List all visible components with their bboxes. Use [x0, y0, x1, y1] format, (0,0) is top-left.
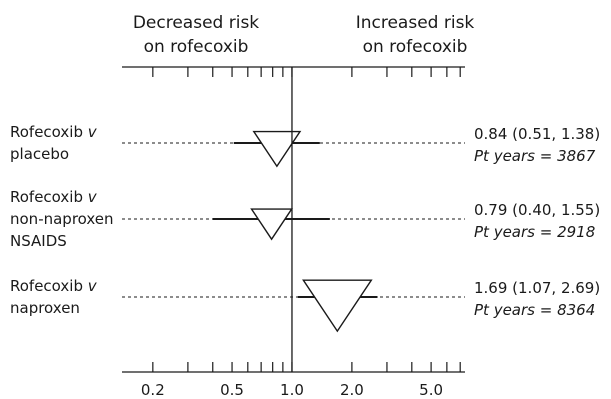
row-label: placebo: [10, 145, 69, 163]
pt-years-text: Pt years = 8364: [474, 301, 595, 319]
header-decreased-line1: Decreased risk: [133, 13, 259, 33]
bottom-axis-ticks: [152, 362, 461, 372]
study-row: Rofecoxib v placebo 0.84 (0.51, 1.38) Pt ye…: [10, 123, 600, 168]
ci-text: 0.84 (0.51, 1.38): [474, 125, 600, 143]
row-label: Rofecoxib v: [10, 188, 98, 206]
x-tick-label: 0.5: [220, 381, 244, 399]
header-increased-line2: on rofecoxib: [363, 37, 468, 57]
row-label: Rofecoxib v: [10, 123, 98, 141]
x-tick-label: 2.0: [340, 381, 364, 399]
row-label: Rofecoxib v: [10, 277, 98, 295]
x-tick-labels: 0.2 0.5 1.0 2.0 5.0: [141, 381, 443, 399]
estimate-marker: [302, 279, 373, 333]
pt-years-text: Pt years = 2918: [474, 223, 595, 241]
ci-text: 1.69 (1.07, 2.69): [474, 279, 600, 297]
header-decreased-line2: on rofecoxib: [144, 37, 249, 57]
x-tick-label: 5.0: [419, 381, 443, 399]
row-label: naproxen: [10, 299, 80, 317]
header-increased-line1: Increased risk: [356, 13, 475, 33]
estimate-marker: [250, 208, 293, 241]
x-tick-label: 1.0: [280, 381, 304, 399]
estimate-marker: [252, 130, 302, 168]
pt-years-text: Pt years = 3867: [474, 147, 596, 165]
row-label: NSAIDS: [10, 232, 67, 250]
top-axis-ticks: [152, 67, 461, 77]
x-tick-label: 0.2: [141, 381, 165, 399]
study-row: Rofecoxib v non-naproxen NSAIDS 0.79 (0.40,…: [10, 188, 600, 250]
ci-text: 0.79 (0.40, 1.55): [474, 201, 600, 219]
study-row: Rofecoxib v naproxen 1.69 (1.07, 2.69) Pt y…: [10, 277, 600, 333]
row-label: non-naproxen: [10, 210, 114, 228]
study-rows: Rofecoxib v placebo 0.84 (0.51, 1.38) Pt ye…: [10, 123, 600, 333]
